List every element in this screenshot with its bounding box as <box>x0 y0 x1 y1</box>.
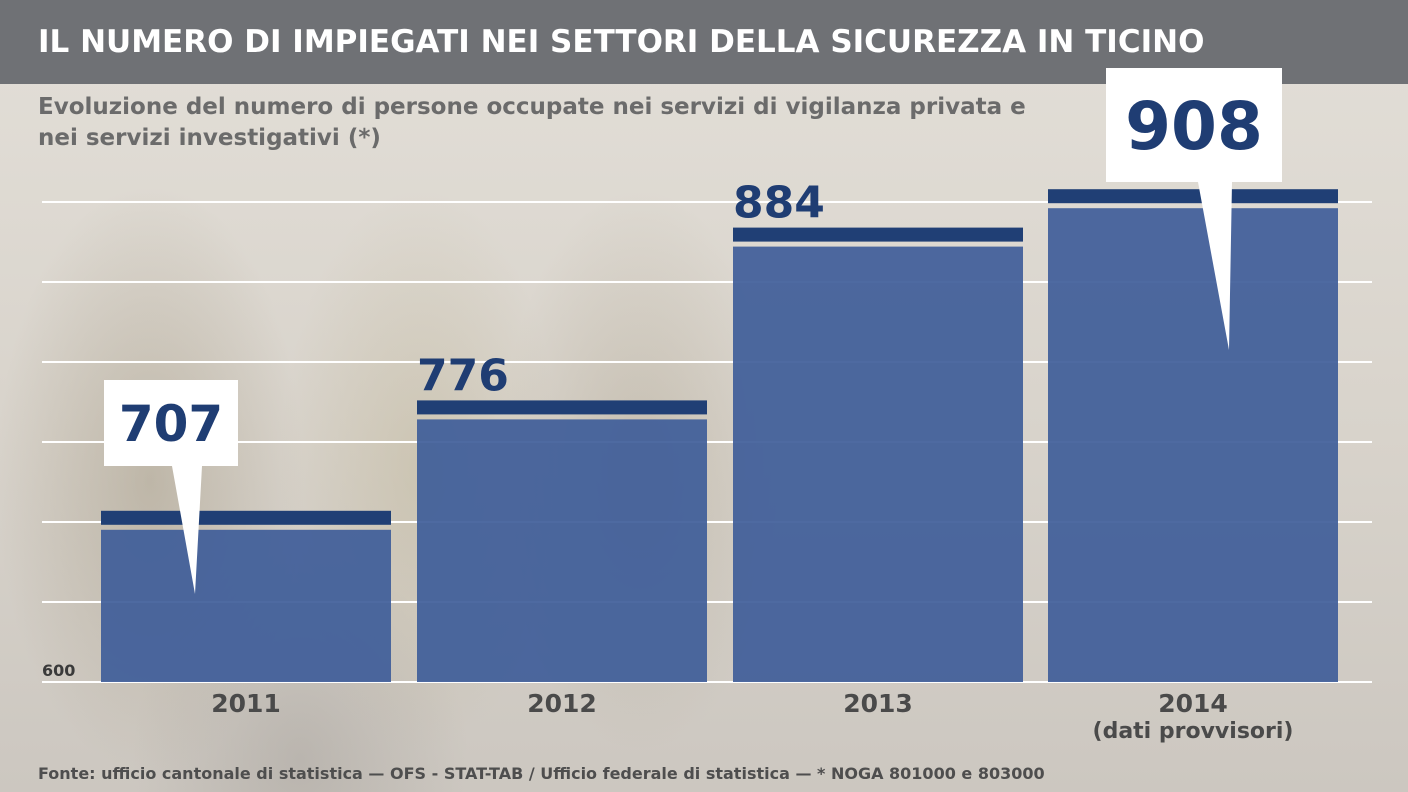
category-label: 2013 <box>843 689 913 718</box>
labels: 600 2011 2012 776 2013 884 2014(dati provvisor… <box>42 68 1293 744</box>
callout-box <box>1106 68 1282 350</box>
value-callout: 908 <box>1106 68 1282 350</box>
bar-cap <box>101 510 391 525</box>
category-label: 2011 <box>211 689 281 718</box>
chart-subtitle: Evoluzione del numero di persone occupat… <box>38 94 1026 151</box>
bar-cap <box>1048 189 1338 204</box>
callout-box <box>104 380 238 594</box>
bar <box>101 529 391 682</box>
bar-cap <box>417 400 707 415</box>
bar-cap <box>733 227 1023 242</box>
chart-title: IL NUMERO DI IMPIEGATI NEI SETTORI DELLA… <box>38 24 1205 60</box>
bar <box>733 246 1023 682</box>
value-label: 908 <box>1125 88 1263 165</box>
category-label: 2012 <box>527 689 597 718</box>
value-label: 776 <box>417 350 509 401</box>
category-label: 2014 <box>1158 689 1228 718</box>
y-tick-label: 600 <box>42 661 75 680</box>
bar <box>417 419 707 682</box>
category-note: (dati provvisori) <box>1093 719 1294 744</box>
value-label: 707 <box>119 395 223 453</box>
bar <box>1048 208 1338 682</box>
bars <box>101 189 1338 682</box>
value-callout: 707 <box>104 380 238 594</box>
source-note: Fonte: ufficio cantonale di statistica —… <box>38 764 1045 783</box>
value-label: 884 <box>733 178 825 229</box>
